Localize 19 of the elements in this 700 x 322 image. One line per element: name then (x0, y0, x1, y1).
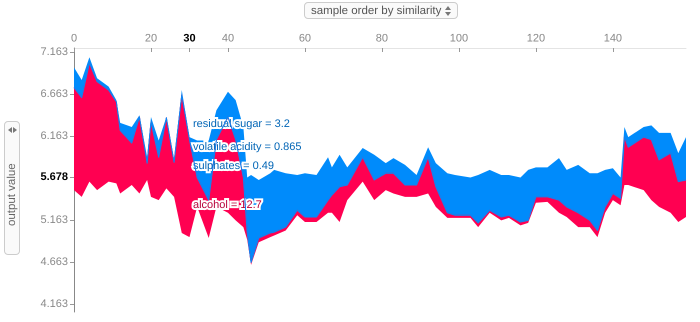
x-tick-label: 30 (183, 32, 196, 44)
x-tick-label: 140 (604, 32, 622, 44)
x-tick-label: 0 (70, 32, 78, 44)
y-tick-label: 5.163 (40, 214, 68, 226)
x-tick-label: 40 (222, 32, 234, 44)
x-tick-label: 120 (526, 32, 546, 44)
y-tick-label: 5.678 (40, 170, 68, 183)
x-tick-label: 20 (144, 32, 158, 44)
y-tick-label: 4.163 (40, 298, 68, 310)
x-tick-label: 100 (450, 32, 468, 44)
y-tick-label: 4.663 (40, 256, 68, 268)
x-tick-label: 60 (298, 32, 312, 44)
x-tick-label: 80 (376, 32, 388, 44)
sort-dropdown: sample order by similarity (304, 2, 458, 19)
y-tick-label: 7.163 (40, 46, 68, 58)
y-tick-label: 6.163 (40, 130, 68, 142)
y-axis-title: output value (5, 162, 19, 228)
axis-dropdown: output value (4, 121, 20, 255)
y-tick-label: 6.663 (40, 88, 68, 100)
